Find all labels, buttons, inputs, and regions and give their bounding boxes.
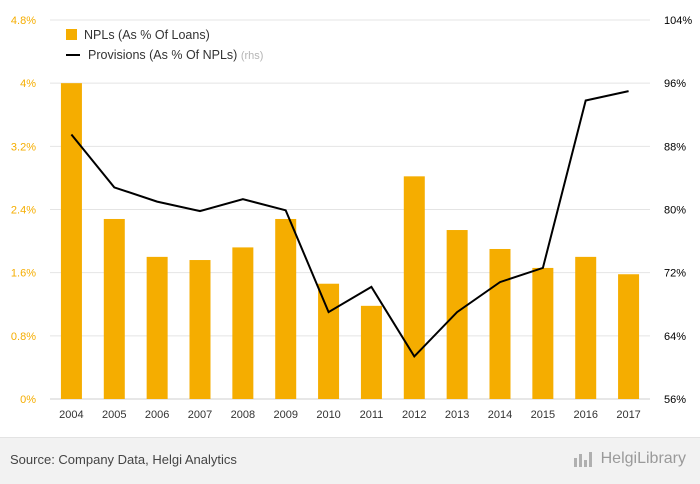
x-tick-label: 2014 [488, 409, 512, 421]
left-tick-label: 4% [20, 78, 36, 90]
x-axis-ticks: 2004 2005 2006 2007 2008 2009 2010 2011 2012 2013… [59, 409, 641, 421]
npl-bar [618, 274, 640, 399]
right-tick-label: 80% [664, 205, 686, 217]
x-tick-label: 2009 [273, 409, 297, 421]
npl-bar [575, 256, 597, 399]
legend-rhs-suffix: (rhs) [241, 50, 264, 62]
npl-bars [60, 83, 640, 400]
x-tick-label: 2012 [402, 409, 426, 421]
npl-bar [146, 256, 168, 399]
right-axis-ticks: 56% 64% 72% 80% 88% 96% 104% [664, 15, 692, 406]
x-tick-label: 2006 [145, 409, 169, 421]
x-tick-label: 2015 [531, 409, 555, 421]
x-tick-label: 2007 [188, 409, 212, 421]
left-axis-ticks: 0% 0.8% 1.6% 2.4% 3.2% 4% 4.8% [11, 15, 36, 406]
legend-provisions-label: Provisions (As % Of NPLs) (rhs) [88, 48, 263, 62]
x-tick-label: 2004 [59, 409, 83, 421]
right-tick-label: 56% [664, 394, 686, 406]
provisions-line [70, 90, 629, 359]
npl-bar [275, 218, 297, 399]
chart: 0% 0.8% 1.6% 2.4% 3.2% 4% 4.8% 56% 64% 72% 80% 88%… [11, 15, 692, 421]
right-tick-label: 96% [664, 78, 686, 90]
npl-bar [446, 230, 468, 399]
x-tick-label: 2017 [616, 409, 640, 421]
brand-name: HelgiLibrary [600, 450, 686, 467]
x-tick-label: 2016 [573, 409, 597, 421]
x-tick-label: 2011 [360, 409, 384, 421]
x-tick-label: 2010 [316, 409, 340, 421]
x-tick-label: 2005 [102, 409, 126, 421]
left-tick-label: 0% [20, 394, 36, 406]
source-note: Source: Company Data, Helgi Analytics [10, 452, 237, 467]
npl-bar [532, 267, 554, 399]
legend-bar-swatch [66, 29, 77, 40]
x-tick-label: 2013 [445, 409, 469, 421]
right-tick-label: 104% [664, 15, 692, 27]
npl-bar [403, 176, 425, 399]
npl-bar [360, 305, 382, 399]
npl-bar [489, 248, 511, 399]
x-tick-label: 2008 [231, 409, 255, 421]
brand: HelgiLibrary [573, 450, 686, 468]
right-tick-label: 72% [664, 268, 686, 280]
gridlines [50, 19, 650, 400]
helgi-logo-icon [573, 452, 592, 467]
npl-bar [60, 83, 82, 400]
left-tick-label: 0.8% [11, 331, 36, 343]
left-tick-label: 4.8% [11, 15, 36, 27]
right-tick-label: 64% [664, 331, 686, 343]
legend-npl-label: NPLs (As % Of Loans) [84, 28, 210, 42]
npl-bar [189, 260, 211, 399]
right-tick-label: 88% [664, 141, 686, 153]
left-tick-label: 2.4% [11, 205, 36, 217]
footer: Source: Company Data, Helgi Analytics He… [0, 437, 700, 484]
npl-bar [318, 283, 340, 399]
legend: NPLs (As % Of Loans) Provisions (As % Of … [66, 28, 263, 62]
left-tick-label: 1.6% [11, 268, 36, 280]
left-tick-label: 3.2% [11, 141, 36, 153]
npl-bar [103, 218, 125, 399]
npl-bar [232, 247, 254, 399]
